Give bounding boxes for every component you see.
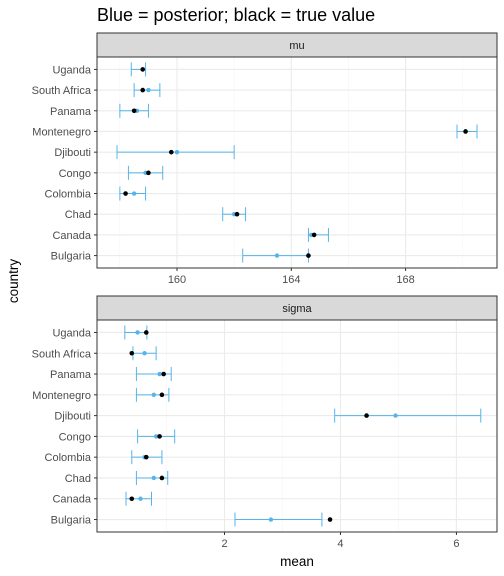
true-value-point [140, 67, 146, 72]
facet-panel-mu: mu Uganda South Africa Panama Montenegro Djib… [32, 32, 498, 286]
chart-title: Blue = posterior; black = true value [97, 5, 375, 25]
posterior-mean-point [157, 371, 162, 377]
y-tick-label: Uganda [52, 327, 91, 339]
y-tick-label: South Africa [32, 85, 92, 97]
posterior-mean-point [135, 330, 140, 335]
true-value-point [168, 149, 174, 155]
posterior-mean-point [138, 496, 143, 501]
posterior-mean-point [142, 351, 147, 356]
posterior-mean-point [274, 253, 280, 258]
y-axis-title: country [6, 259, 21, 304]
true-value-point [140, 87, 146, 93]
y-tick-label: Panama [50, 106, 92, 118]
y-tick-label: Montenegro [32, 126, 91, 138]
panel-background [97, 57, 497, 268]
posterior-mean-point [268, 517, 274, 522]
true-value-point [306, 253, 311, 258]
panel-border [96, 319, 498, 533]
posterior-mean-point [393, 413, 398, 418]
y-tick-label: Panama [50, 369, 92, 381]
true-value-point [143, 454, 149, 460]
true-value-point [327, 517, 333, 522]
y-tick-label: South Africa [32, 348, 92, 360]
y-tick-label: Bulgaria [51, 515, 92, 527]
x-tick-label: 168 [396, 274, 414, 286]
x-tick-label: 160 [168, 274, 186, 286]
facet-strip [96, 295, 498, 321]
posterior-mean-point [174, 149, 180, 155]
y-tick-label: Djibouti [54, 411, 91, 423]
x-tick-label: 164 [282, 274, 300, 286]
true-value-point [157, 434, 162, 439]
y-tick-label: Bulgaria [51, 251, 92, 263]
true-value-point [129, 350, 135, 356]
true-value-point [143, 330, 149, 335]
true-value-point [159, 475, 165, 481]
y-tick-label: Chad [65, 209, 91, 221]
panel-border [96, 56, 498, 269]
posterior-mean-point [131, 191, 137, 196]
true-value-point [129, 496, 135, 502]
true-value-point [123, 191, 128, 196]
posterior-mean-point [153, 434, 159, 439]
y-tick-label: Congo [59, 431, 91, 443]
posterior-mean-point [151, 475, 157, 481]
y-tick-label: Djibouti [54, 147, 91, 159]
facet-panel-sigma: sigma Uganda South Africa Panama Montenegro D… [32, 295, 498, 550]
true-value-point [161, 371, 166, 377]
x-tick-label: 2 [221, 538, 227, 550]
true-value-point [131, 108, 137, 114]
x-axis-title: mean [280, 554, 314, 569]
facet-strip-label: sigma [282, 303, 312, 315]
true-value-point [463, 129, 468, 134]
x-tick-label: 6 [453, 538, 459, 550]
true-value-point [146, 170, 151, 176]
y-tick-label: Canada [52, 230, 91, 242]
posterior-mean-point [146, 87, 151, 93]
panel-background [97, 320, 497, 532]
true-value-point [234, 211, 240, 217]
x-tick-label: 4 [337, 538, 343, 550]
true-value-point [159, 392, 165, 398]
y-tick-label: Montenegro [32, 390, 91, 402]
y-tick-label: Canada [52, 494, 91, 506]
facet-strip-label: mu [289, 40, 304, 52]
y-tick-label: Colombia [45, 189, 92, 201]
posterior-mean-point [151, 392, 157, 398]
y-tick-label: Chad [65, 473, 91, 485]
true-value-point [311, 232, 317, 238]
y-tick-label: Congo [59, 168, 91, 180]
true-value-point [364, 413, 369, 418]
error-bar [334, 408, 482, 423]
y-tick-label: Colombia [45, 452, 92, 464]
error-bar [234, 512, 323, 527]
facet-strip [96, 32, 498, 58]
y-tick-label: Uganda [52, 64, 91, 76]
